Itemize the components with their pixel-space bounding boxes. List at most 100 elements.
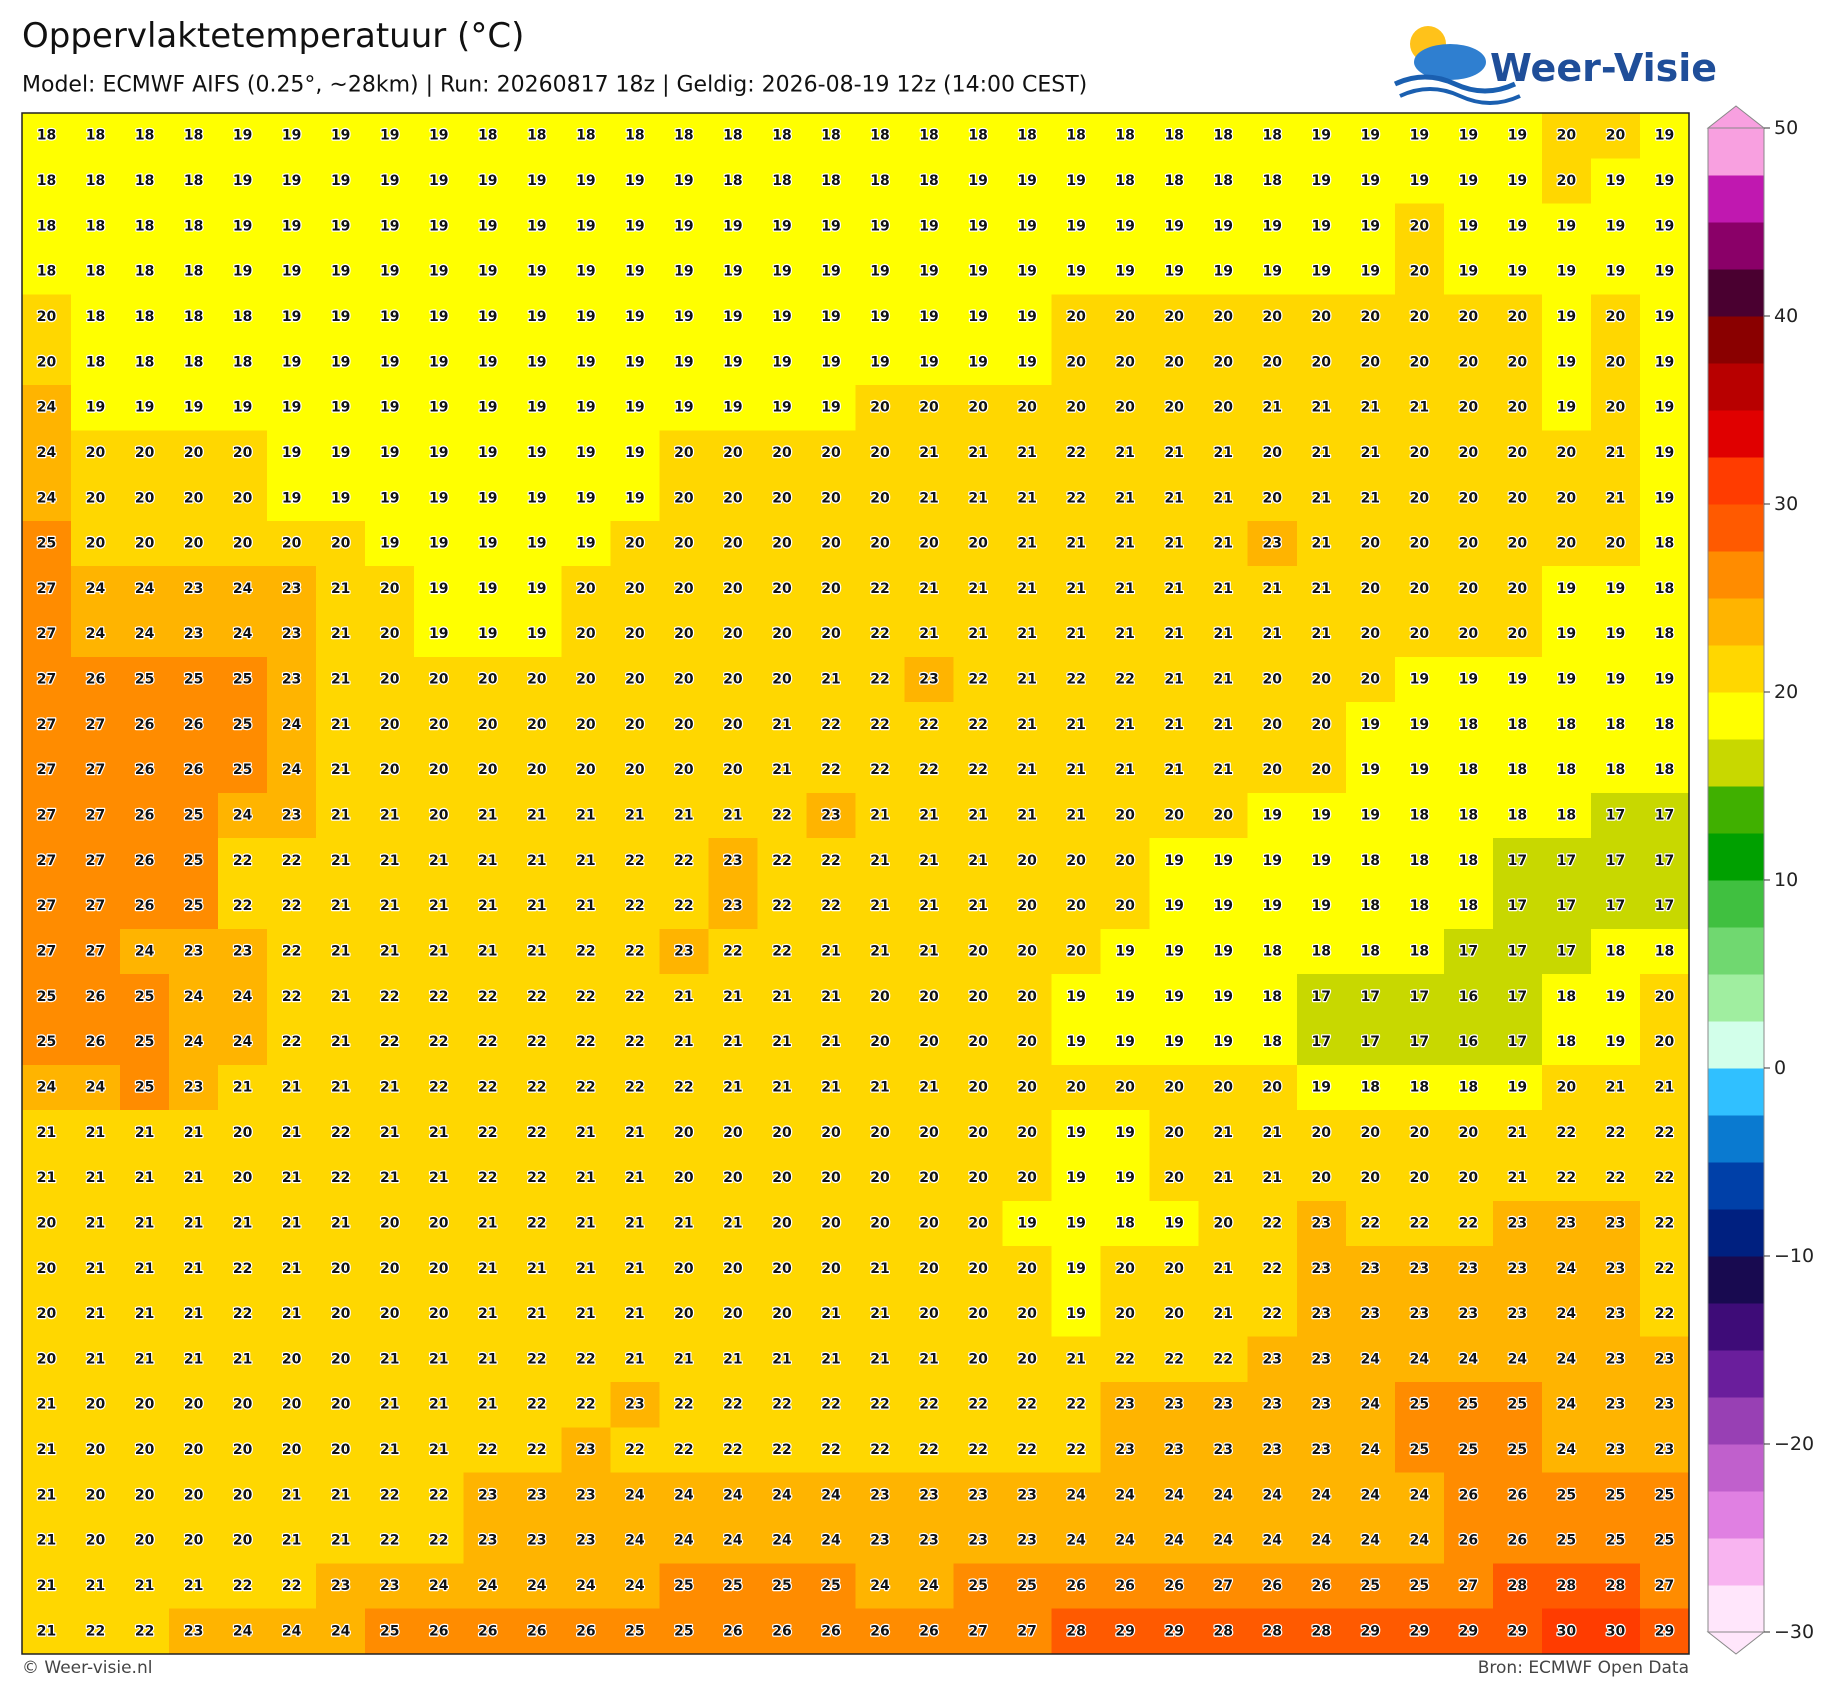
- temperature-label: 21: [86, 1261, 105, 1277]
- temperature-label: 20: [380, 672, 400, 688]
- temperature-cell: [1443, 520, 1494, 567]
- temperature-cell: [855, 113, 906, 159]
- temperature-label: 19: [1557, 354, 1576, 370]
- temperature-cell: [22, 1064, 72, 1111]
- temperature-label: 22: [1115, 1351, 1134, 1367]
- temperature-label: 20: [233, 1170, 253, 1186]
- temperature-cell: [561, 339, 611, 386]
- temperature-label: 26: [1164, 1578, 1183, 1594]
- temperature-cell: [267, 113, 317, 159]
- temperature-label: 25: [1410, 1442, 1429, 1458]
- temperature-label: 20: [674, 536, 694, 552]
- temperature-cell: [1639, 928, 1690, 975]
- temperature-cell: [365, 430, 415, 477]
- temperature-label: 21: [1263, 626, 1282, 642]
- temperature-cell: [512, 1382, 562, 1428]
- temperature-label: 21: [968, 898, 987, 914]
- temperature-label: 20: [1066, 309, 1086, 325]
- temperature-label: 20: [625, 717, 645, 733]
- temperature-cell: [659, 1518, 710, 1564]
- temperature-cell: [904, 339, 955, 386]
- temperature-cell: [953, 203, 1004, 250]
- temperature-label: 21: [331, 1533, 350, 1549]
- temperature-cell: [757, 158, 808, 205]
- temperature-label: 24: [1066, 1533, 1086, 1549]
- temperature-cell: [218, 1019, 268, 1066]
- temperature-label: 18: [1017, 128, 1036, 144]
- temperature-cell: [659, 1019, 710, 1066]
- temperature-label: 22: [1066, 1442, 1085, 1458]
- temperature-label: 21: [772, 1079, 791, 1095]
- temperature-label: 22: [527, 1034, 546, 1050]
- temperature-label: 19: [1655, 354, 1674, 370]
- temperature-label: 19: [1066, 989, 1085, 1005]
- temperature-label: 23: [282, 581, 301, 597]
- temperature-label: 24: [1361, 1351, 1381, 1367]
- temperature-cell: [1100, 520, 1151, 567]
- temperature-label: 23: [1410, 1261, 1429, 1277]
- temperature-cell: [1296, 656, 1347, 703]
- temperature-cell: [1394, 1382, 1445, 1428]
- temperature-cell: [1541, 1155, 1592, 1202]
- temperature-cell: [316, 747, 366, 794]
- temperature-label: 21: [184, 1578, 203, 1594]
- temperature-cell: [1590, 1200, 1641, 1247]
- temperature-label: 20: [1115, 808, 1135, 824]
- temperature-label: 19: [576, 218, 595, 234]
- temperature-label: 20: [380, 626, 400, 642]
- temperature-label: 19: [1606, 173, 1625, 189]
- temperature-label: 20: [723, 1261, 743, 1277]
- temperature-cell: [708, 1019, 759, 1066]
- temperature-label: 19: [1066, 1034, 1085, 1050]
- temperature-cell: [561, 158, 611, 205]
- temperature-label: 18: [821, 173, 840, 189]
- temperature-label: 20: [1508, 445, 1528, 461]
- temperature-label: 20: [282, 1351, 302, 1367]
- temperature-label: 21: [527, 853, 546, 869]
- temperature-cell: [218, 974, 268, 1021]
- temperature-cell: [757, 520, 808, 567]
- temperature-label: 21: [919, 1079, 938, 1095]
- temperature-label: 21: [1017, 808, 1036, 824]
- temperature-label: 22: [429, 989, 448, 1005]
- temperature-cell: [806, 1246, 857, 1293]
- temperature-cell: [169, 838, 219, 885]
- temperature-label: 21: [282, 1215, 301, 1231]
- colorbar-band: [1708, 504, 1764, 552]
- temperature-label: 18: [1410, 853, 1429, 869]
- temperature-label: 21: [625, 1125, 644, 1141]
- temperature-cell: [1492, 294, 1543, 341]
- temperature-cell: [1492, 203, 1543, 250]
- temperature-cell: [610, 1155, 660, 1202]
- temperature-cell: [120, 611, 170, 658]
- temperature-label: 22: [331, 1125, 350, 1141]
- temperature-cell: [610, 838, 660, 885]
- temperature-label: 24: [1213, 1487, 1233, 1503]
- temperature-cell: [218, 1382, 268, 1428]
- temperature-label: 19: [1017, 309, 1036, 325]
- temperature-label: 18: [184, 264, 203, 280]
- temperature-cell: [1149, 248, 1200, 295]
- temperature-cell: [169, 158, 219, 205]
- temperature-label: 22: [821, 1442, 840, 1458]
- temperature-cell: [267, 656, 317, 703]
- temperature-cell: [1639, 974, 1690, 1021]
- temperature-label: 20: [1164, 1079, 1184, 1095]
- temperature-cell: [267, 974, 317, 1021]
- temperature-label: 23: [527, 1487, 546, 1503]
- temperature-cell: [1639, 1472, 1690, 1519]
- temperature-label: 19: [282, 400, 301, 416]
- temperature-label: 20: [772, 1215, 792, 1231]
- temperature-label: 20: [1312, 354, 1332, 370]
- temperature-cell: [1296, 1472, 1347, 1519]
- temperature-cell: [169, 1246, 219, 1293]
- temperature-label: 21: [968, 853, 987, 869]
- temperature-label: 21: [1263, 1170, 1282, 1186]
- temperature-label: 20: [1410, 626, 1430, 642]
- temperature-cell: [610, 928, 660, 975]
- temperature-cell: [806, 248, 857, 295]
- temperature-cell: [1541, 475, 1592, 522]
- temperature-label: 30: [1606, 1623, 1626, 1639]
- temperature-label: 17: [1312, 1034, 1331, 1050]
- temperature-label: 18: [1606, 717, 1625, 733]
